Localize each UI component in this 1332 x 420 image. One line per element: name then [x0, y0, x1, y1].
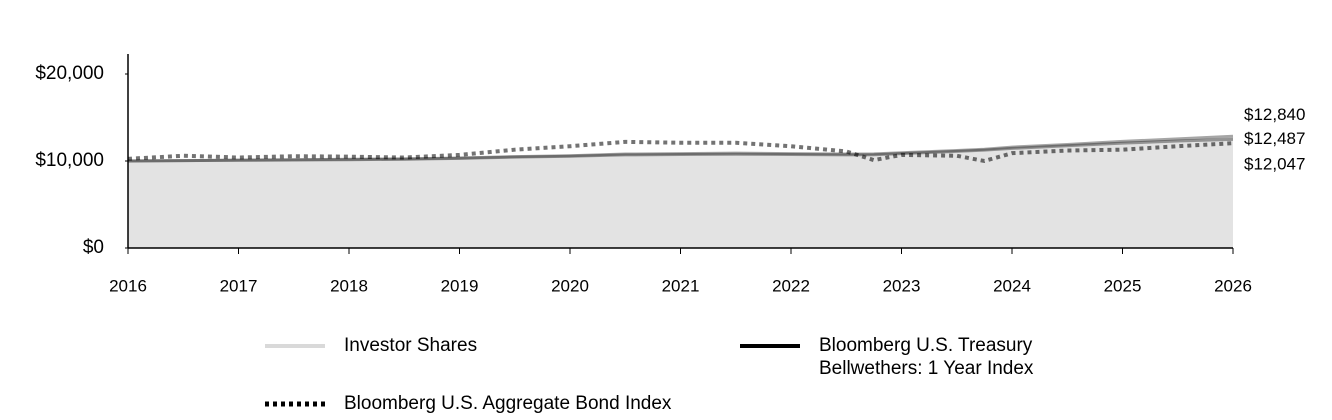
x-tick-label: 2018	[330, 276, 368, 295]
y-tick-label: $20,000	[35, 63, 104, 84]
value-label: $12,487	[1244, 129, 1305, 148]
value-label: $12,840	[1244, 105, 1305, 124]
legend-label: Bloomberg U.S. Aggregate Bond Index	[344, 393, 672, 414]
x-tick-label: 2022	[772, 276, 810, 295]
x-tick-label: 2026	[1214, 276, 1252, 295]
x-tick-label: 2025	[1104, 276, 1142, 295]
x-tick-label: 2020	[551, 276, 589, 295]
series-line	[127, 139, 1234, 164]
y-tick-label: $0	[83, 237, 104, 258]
y-tick-label: $10,000	[35, 150, 104, 171]
x-tick-label: 2021	[662, 276, 700, 295]
value-label: $12,047	[1244, 155, 1305, 174]
series-line	[127, 134, 1234, 163]
x-tick-label: 2024	[993, 276, 1031, 295]
legend-label: Investor Shares	[344, 335, 478, 356]
x-tick-label: 2016	[109, 276, 147, 295]
x-tick-label: 2019	[441, 276, 479, 295]
legend-label: Bloomberg U.S. Treasury Bellwethers: 1 Y…	[819, 335, 1034, 379]
x-tick-label: 2017	[220, 276, 258, 295]
area	[128, 136, 1233, 248]
x-tick-label: 2023	[883, 276, 921, 295]
series-line	[127, 137, 1234, 163]
